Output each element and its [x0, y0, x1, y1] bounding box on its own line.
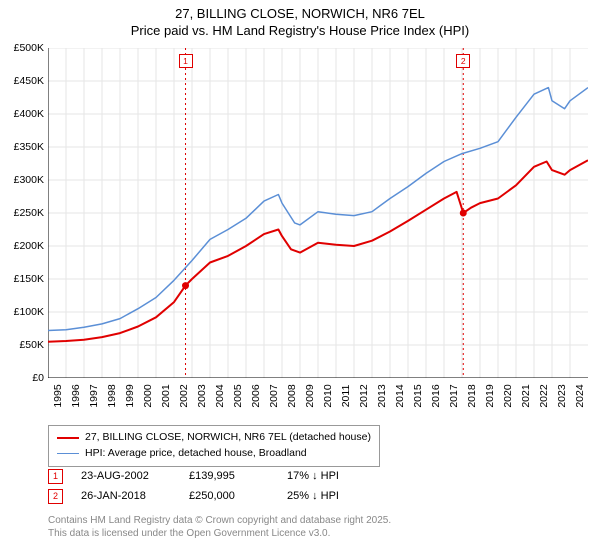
legend-row-property: 27, BILLING CLOSE, NORWICH, NR6 7EL (det… — [57, 430, 371, 446]
event-date-2: 26-JAN-2018 — [81, 490, 171, 502]
y-axis-label: £400K — [14, 108, 48, 120]
x-axis-label: 2019 — [480, 384, 496, 407]
x-axis-label: 2016 — [426, 384, 442, 407]
event-price-2: £250,000 — [189, 490, 269, 502]
y-axis-label: £100K — [14, 306, 48, 318]
x-axis-label: 2024 — [570, 384, 586, 407]
event-pct-1: 17% ↓ HPI — [287, 470, 377, 482]
x-axis-label: 2015 — [408, 384, 424, 407]
x-axis-label: 2007 — [264, 384, 280, 407]
line-chart-svg — [48, 48, 588, 378]
chart-area: £0£50K£100K£150K£200K£250K£300K£350K£400… — [48, 48, 588, 378]
x-axis-label: 1995 — [48, 384, 64, 407]
footer-line1: Contains HM Land Registry data © Crown c… — [48, 514, 391, 527]
y-axis-label: £300K — [14, 174, 48, 186]
x-axis-label: 2023 — [552, 384, 568, 407]
y-axis-label: £250K — [14, 207, 48, 219]
event-marker-2: 2 — [456, 54, 470, 68]
legend-swatch-property — [57, 437, 79, 439]
event-row-1: 1 23-AUG-2002 £139,995 17% ↓ HPI — [48, 466, 377, 486]
event-row-2: 2 26-JAN-2018 £250,000 25% ↓ HPI — [48, 486, 377, 506]
x-axis-label: 2004 — [210, 384, 226, 407]
event-pct-2: 25% ↓ HPI — [287, 490, 377, 502]
legend: 27, BILLING CLOSE, NORWICH, NR6 7EL (det… — [48, 425, 380, 467]
x-axis-label: 1997 — [84, 384, 100, 407]
chart-title: 27, BILLING CLOSE, NORWICH, NR6 7EL Pric… — [0, 0, 600, 40]
event-date-1: 23-AUG-2002 — [81, 470, 171, 482]
x-axis-label: 2021 — [516, 384, 532, 407]
y-axis-label: £500K — [14, 42, 48, 54]
x-axis-label: 2011 — [336, 385, 352, 408]
legend-swatch-hpi — [57, 453, 79, 454]
x-axis-label: 2022 — [534, 384, 550, 407]
event-table: 1 23-AUG-2002 £139,995 17% ↓ HPI 2 26-JA… — [48, 466, 377, 506]
y-axis-label: £50K — [19, 339, 48, 351]
x-axis-label: 2010 — [318, 384, 334, 407]
x-axis-label: 2000 — [138, 384, 154, 407]
x-axis-label: 2001 — [156, 384, 172, 407]
y-axis-label: £200K — [14, 240, 48, 252]
x-axis-label: 2012 — [354, 384, 370, 407]
x-axis-label: 2008 — [282, 384, 298, 407]
x-axis-label: 1996 — [66, 384, 82, 407]
legend-row-hpi: HPI: Average price, detached house, Broa… — [57, 446, 371, 462]
event-marker-1: 1 — [48, 469, 63, 484]
legend-label-property: 27, BILLING CLOSE, NORWICH, NR6 7EL (det… — [85, 430, 371, 446]
x-axis-label: 2017 — [444, 384, 460, 407]
event-marker-2: 2 — [48, 489, 63, 504]
y-axis-label: £450K — [14, 75, 48, 87]
y-axis-label: £0 — [32, 372, 48, 384]
x-axis-label: 1999 — [120, 384, 136, 407]
event-marker-1: 1 — [179, 54, 193, 68]
x-axis-label: 2005 — [228, 384, 244, 407]
x-axis-label: 2020 — [498, 384, 514, 407]
y-axis-label: £150K — [14, 273, 48, 285]
footer: Contains HM Land Registry data © Crown c… — [48, 514, 391, 540]
footer-line2: This data is licensed under the Open Gov… — [48, 527, 391, 540]
title-line2: Price paid vs. HM Land Registry's House … — [0, 23, 600, 40]
x-axis-label: 2006 — [246, 384, 262, 407]
x-axis-label: 2003 — [192, 384, 208, 407]
x-axis-label: 2014 — [390, 384, 406, 407]
legend-label-hpi: HPI: Average price, detached house, Broa… — [85, 446, 307, 462]
x-axis-label: 2013 — [372, 384, 388, 407]
x-axis-label: 2018 — [462, 384, 478, 407]
x-axis-label: 2002 — [174, 384, 190, 407]
x-axis-label: 2009 — [300, 384, 316, 407]
event-price-1: £139,995 — [189, 470, 269, 482]
title-line1: 27, BILLING CLOSE, NORWICH, NR6 7EL — [0, 6, 600, 23]
x-axis-label: 1998 — [102, 384, 118, 407]
y-axis-label: £350K — [14, 141, 48, 153]
